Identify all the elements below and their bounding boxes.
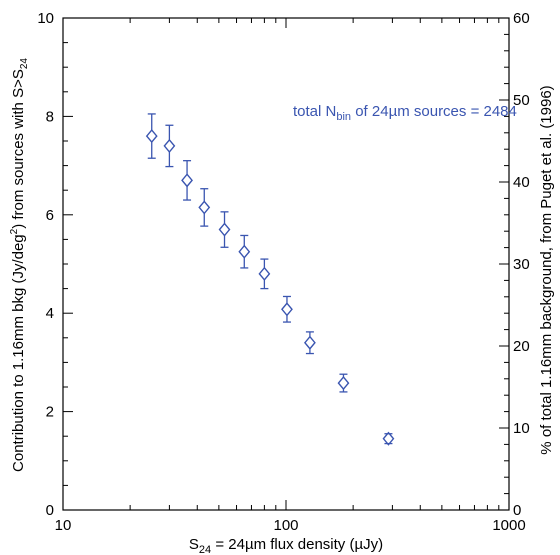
data-point [163,124,176,168]
data-point [145,113,158,159]
y-axis-ticks: 0 2 4 6 8 10 [37,10,73,519]
diamond-marker [281,302,293,317]
data-point [337,373,350,393]
y-tick-label: 6 [46,207,54,224]
x-label-rest: = 24µm flux density (µJy) [211,536,383,553]
data-point [303,331,316,355]
data-point [281,295,293,323]
data-points [145,113,395,446]
diamond-marker [218,222,231,237]
y-label-sup: 2 [9,228,20,234]
y2-axis-ticks: 0 10 20 30 40 50 60 [499,10,530,519]
y2-tick-label: 40 [513,174,530,191]
diamond-marker [198,200,211,215]
diamond-marker [238,244,251,259]
x-label-main: S [189,536,199,553]
data-point [382,431,395,446]
y-label-mid: ) from sources with S>S [10,69,27,229]
diamond-marker [163,138,176,154]
y2-tick-label: 50 [513,92,530,109]
x-axis-ticks: 10 100 1000 [55,18,526,534]
y-tick-label: 0 [46,502,54,519]
y-tick-label: 2 [46,404,54,421]
annotation-pre: total N [293,103,336,120]
annotation-sub: bin [336,111,351,123]
y-tick-label: 8 [46,108,54,125]
plot-frame [62,17,510,511]
y-tick-label: 10 [37,10,54,27]
y-label-main: Contribution to 1.16mm bkg (Jy/deg [10,234,27,472]
diamond-marker [258,266,271,281]
diamond-marker [337,375,350,391]
data-point [238,234,251,269]
diamond-marker [303,335,316,350]
y-tick-label: 4 [46,305,54,322]
data-point [258,258,271,290]
annotation: total Nbin of 24µm sources = 2484 [293,103,517,123]
y2-tick-label: 60 [513,10,530,27]
data-point [198,188,211,227]
x-label-sub: 24 [199,544,211,555]
y2-tick-label: 10 [513,420,530,437]
data-point [218,211,231,248]
y2-tick-label: 0 [513,502,521,519]
data-point [181,160,193,201]
y2-axis-label: % of total 1.16mm background, from Puget… [538,85,555,454]
diamond-marker [181,173,193,188]
x-tick-label: 100 [273,517,298,534]
x-tick-label: 1000 [492,517,525,534]
y-axis-label: Contribution to 1.16mm bkg (Jy/deg2) fro… [9,58,30,472]
x-axis-label: S24 = 24µm flux density (µJy) [189,536,383,555]
x-tick-label: 10 [55,517,72,534]
diamond-marker [382,431,395,446]
y2-tick-label: 20 [513,338,530,355]
y2-tick-label: 30 [513,256,530,273]
diamond-marker [145,128,158,144]
annotation-post: of 24µm sources = 2484 [351,103,517,120]
y-label-sub: 24 [19,58,30,70]
